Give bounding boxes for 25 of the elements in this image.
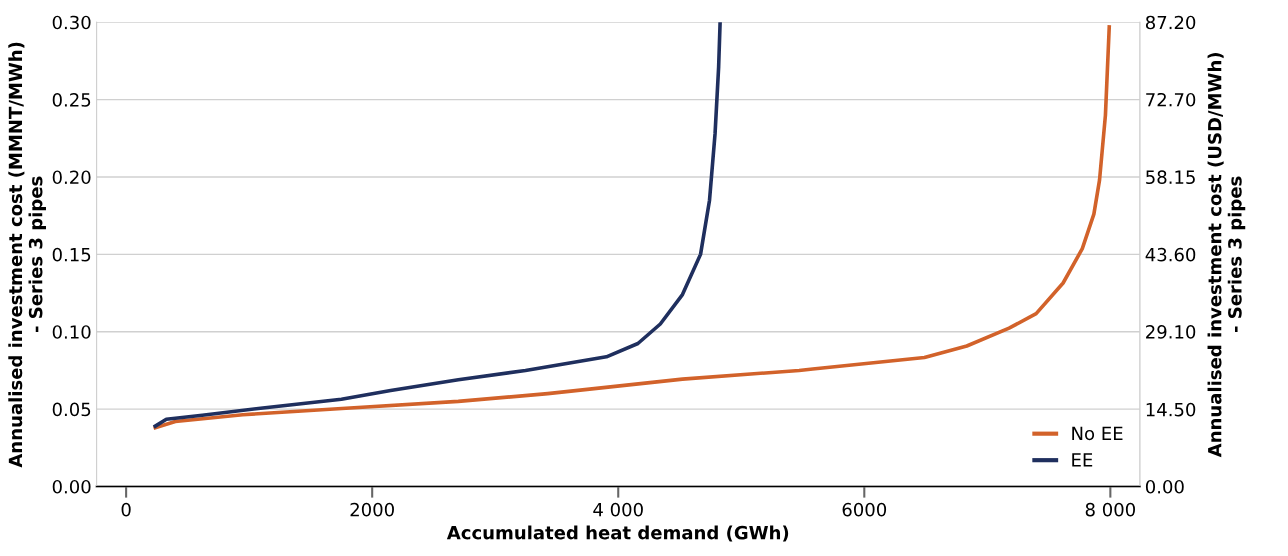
y2-tick-label: 14.50 [1146, 402, 1196, 417]
legend-label: No EE [1072, 426, 1123, 441]
y2-tick-label: 43.60 [1145, 247, 1196, 262]
y2-tick-label: 72.70 [1146, 92, 1196, 107]
y-tick-label: 0.00 [52, 479, 91, 494]
y-tick-label: 0.25 [52, 93, 91, 107]
x-tick-label: 0 [121, 502, 131, 517]
x-tick-label: 6000 [842, 502, 887, 517]
y2-tick-label: 0.00 [1145, 479, 1184, 494]
y-tick-label: 0.10 [52, 325, 91, 339]
y-axis-title: Annualised investment cost (MMNT/MWh) - Series 3 pipes [8, 42, 46, 468]
y2-tick-label: 29.10 [1146, 325, 1196, 339]
y2-tick-label: 87.20 [1145, 15, 1196, 30]
line-series [153, 22, 722, 428]
x-tick-label: 2000 [350, 502, 394, 517]
legend-label: EE [1072, 453, 1093, 467]
y-tick-label: 0.15 [52, 247, 91, 262]
x-axis-title: Accumulated heat demand (GWh) [446, 525, 789, 542]
y-tick-label: 0.30 [52, 15, 91, 30]
y2-tick-label: 58.15 [1146, 170, 1195, 185]
x-tick-label: 4 000 [593, 502, 643, 517]
x-tick-label: 8 000 [1085, 502, 1135, 517]
y-tick-label: 0.20 [52, 170, 91, 185]
y2-axis-title: Annualised investment cost (USD/MWh) - Series 3 pipes [1207, 53, 1246, 458]
y-tick-label: 0.05 [52, 402, 91, 417]
